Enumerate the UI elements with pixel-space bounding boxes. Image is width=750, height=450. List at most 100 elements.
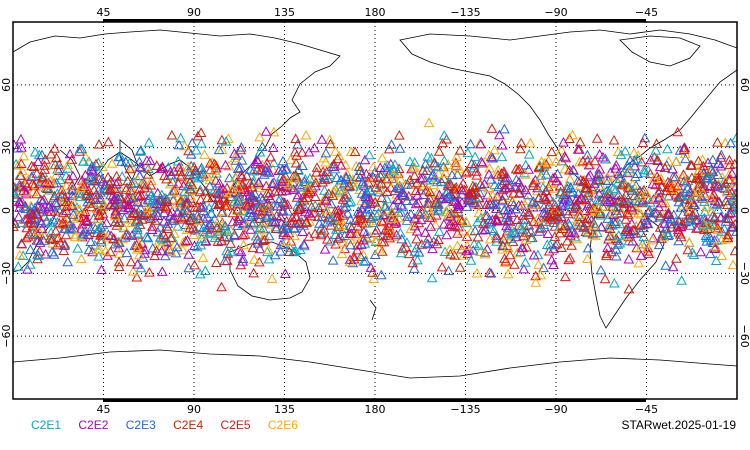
observation-marker [424, 212, 436, 222]
observation-marker [559, 271, 571, 282]
observation-marker [487, 199, 499, 209]
observation-marker [374, 243, 385, 254]
observation-marker [187, 223, 199, 233]
observation-marker [74, 187, 86, 198]
observation-marker [508, 199, 519, 210]
observation-marker [560, 193, 571, 204]
observation-marker [587, 228, 599, 239]
observation-marker [74, 146, 85, 156]
observation-marker [76, 179, 88, 190]
observation-marker [496, 151, 508, 162]
observation-marker [45, 175, 56, 186]
observation-marker [425, 221, 437, 231]
observation-marker [416, 239, 428, 249]
observation-marker [254, 182, 265, 193]
observation-marker [142, 168, 154, 179]
observation-marker [121, 247, 133, 258]
observation-marker [233, 182, 245, 192]
observation-marker [174, 201, 186, 212]
observation-marker [432, 201, 443, 212]
observation-marker [471, 166, 482, 176]
observation-marker [632, 168, 643, 178]
observation-marker [292, 138, 303, 149]
observation-marker [554, 221, 566, 232]
observation-marker [284, 242, 296, 252]
observation-marker [199, 265, 211, 275]
observation-marker [217, 183, 229, 194]
observation-marker [469, 225, 481, 235]
observation-marker [183, 249, 194, 259]
observation-marker [66, 183, 78, 194]
observation-marker [83, 156, 95, 166]
observation-marker [535, 222, 547, 232]
observation-marker [46, 246, 58, 257]
observation-marker [102, 136, 114, 147]
observation-marker [522, 189, 534, 200]
observation-marker [92, 157, 104, 167]
observation-marker [635, 208, 647, 219]
observation-marker [588, 220, 600, 230]
observation-marker [452, 240, 463, 250]
observation-marker [433, 226, 445, 236]
observation-marker [317, 176, 328, 187]
right-lat-tick-label: 30 [738, 141, 750, 155]
observation-marker [683, 237, 695, 247]
observation-marker [435, 176, 447, 186]
observation-marker [248, 165, 259, 176]
observation-marker [24, 207, 36, 218]
observation-marker [220, 159, 231, 170]
observation-marker [604, 223, 616, 233]
observation-marker [465, 138, 476, 149]
observation-marker [672, 192, 684, 202]
observation-marker [487, 152, 499, 163]
observation-marker [72, 188, 84, 199]
observation-marker [652, 174, 664, 184]
observation-marker [525, 232, 537, 243]
observation-marker [385, 182, 397, 192]
observation-marker [106, 158, 118, 168]
observation-marker [358, 226, 370, 236]
observation-marker [112, 236, 124, 247]
observation-marker [299, 173, 311, 184]
axis-labels: 45 90 135 180 −135 −90 −45 45 90 135 180 −135 −90 −45… [0, 6, 750, 416]
observation-marker [616, 166, 627, 177]
observation-marker [300, 217, 312, 227]
observation-marker [524, 137, 536, 148]
observation-marker [223, 160, 235, 171]
observation-marker [449, 189, 460, 200]
observation-marker [364, 231, 376, 242]
observation-marker [616, 179, 627, 190]
observation-marker [484, 233, 496, 244]
observation-marker [479, 178, 490, 189]
observation-marker [193, 213, 204, 223]
observation-marker [715, 149, 727, 160]
observation-marker [59, 240, 70, 250]
observation-marker [87, 165, 99, 176]
observation-marker [94, 194, 106, 204]
observation-marker [262, 244, 274, 254]
observation-marker [123, 229, 134, 240]
observation-marker [432, 204, 444, 214]
observation-marker [147, 242, 159, 253]
observation-marker [661, 185, 672, 196]
observation-marker [349, 146, 361, 156]
observation-marker [652, 155, 664, 165]
observation-marker [538, 219, 550, 229]
observation-marker [457, 225, 469, 236]
observation-marker [13, 261, 24, 271]
observation-marker [52, 216, 63, 227]
observation-marker [325, 138, 336, 149]
observation-marker [699, 196, 710, 206]
observation-marker [224, 172, 235, 183]
observation-marker [131, 271, 143, 282]
observation-marker [715, 160, 727, 171]
observation-marker [309, 200, 321, 210]
observation-marker [135, 202, 146, 213]
right-lat-tick-label: 0 [738, 207, 750, 214]
observation-marker [220, 135, 232, 146]
observation-marker [709, 181, 721, 192]
observation-marker [570, 199, 582, 210]
observation-marker [721, 186, 733, 197]
observation-marker [337, 209, 349, 220]
observation-marker [165, 246, 177, 256]
